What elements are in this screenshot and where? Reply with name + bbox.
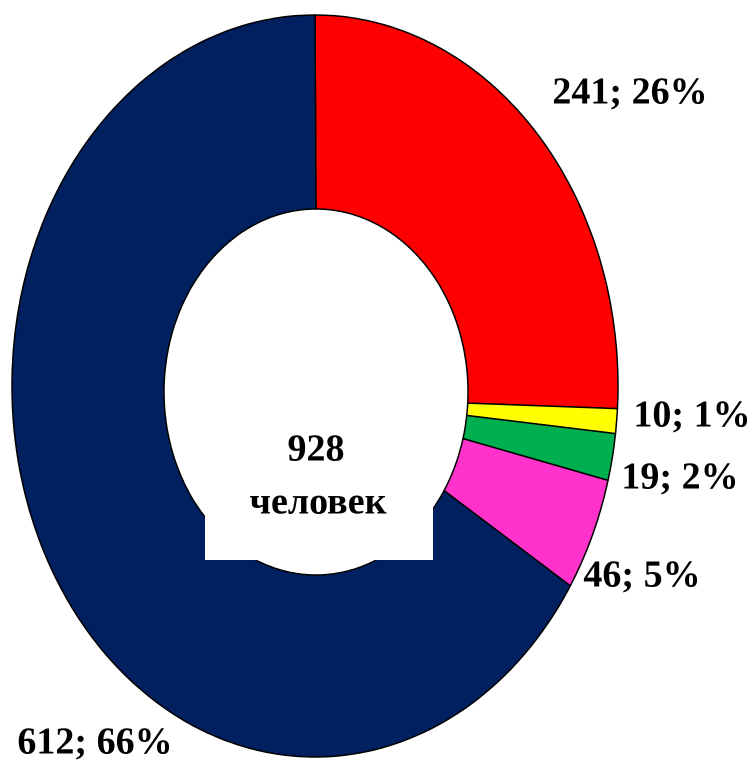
center-label: человек: [250, 481, 387, 523]
data-label: 612; 66%: [17, 721, 172, 763]
data-label: 19; 2%: [621, 456, 738, 498]
data-label: 10; 1%: [633, 394, 750, 436]
data-label: 46; 5%: [583, 554, 700, 596]
center-box: [205, 488, 433, 560]
donut-slice: [11, 14, 572, 758]
data-label: 241; 26%: [552, 71, 707, 113]
center-total: 928: [288, 428, 345, 470]
